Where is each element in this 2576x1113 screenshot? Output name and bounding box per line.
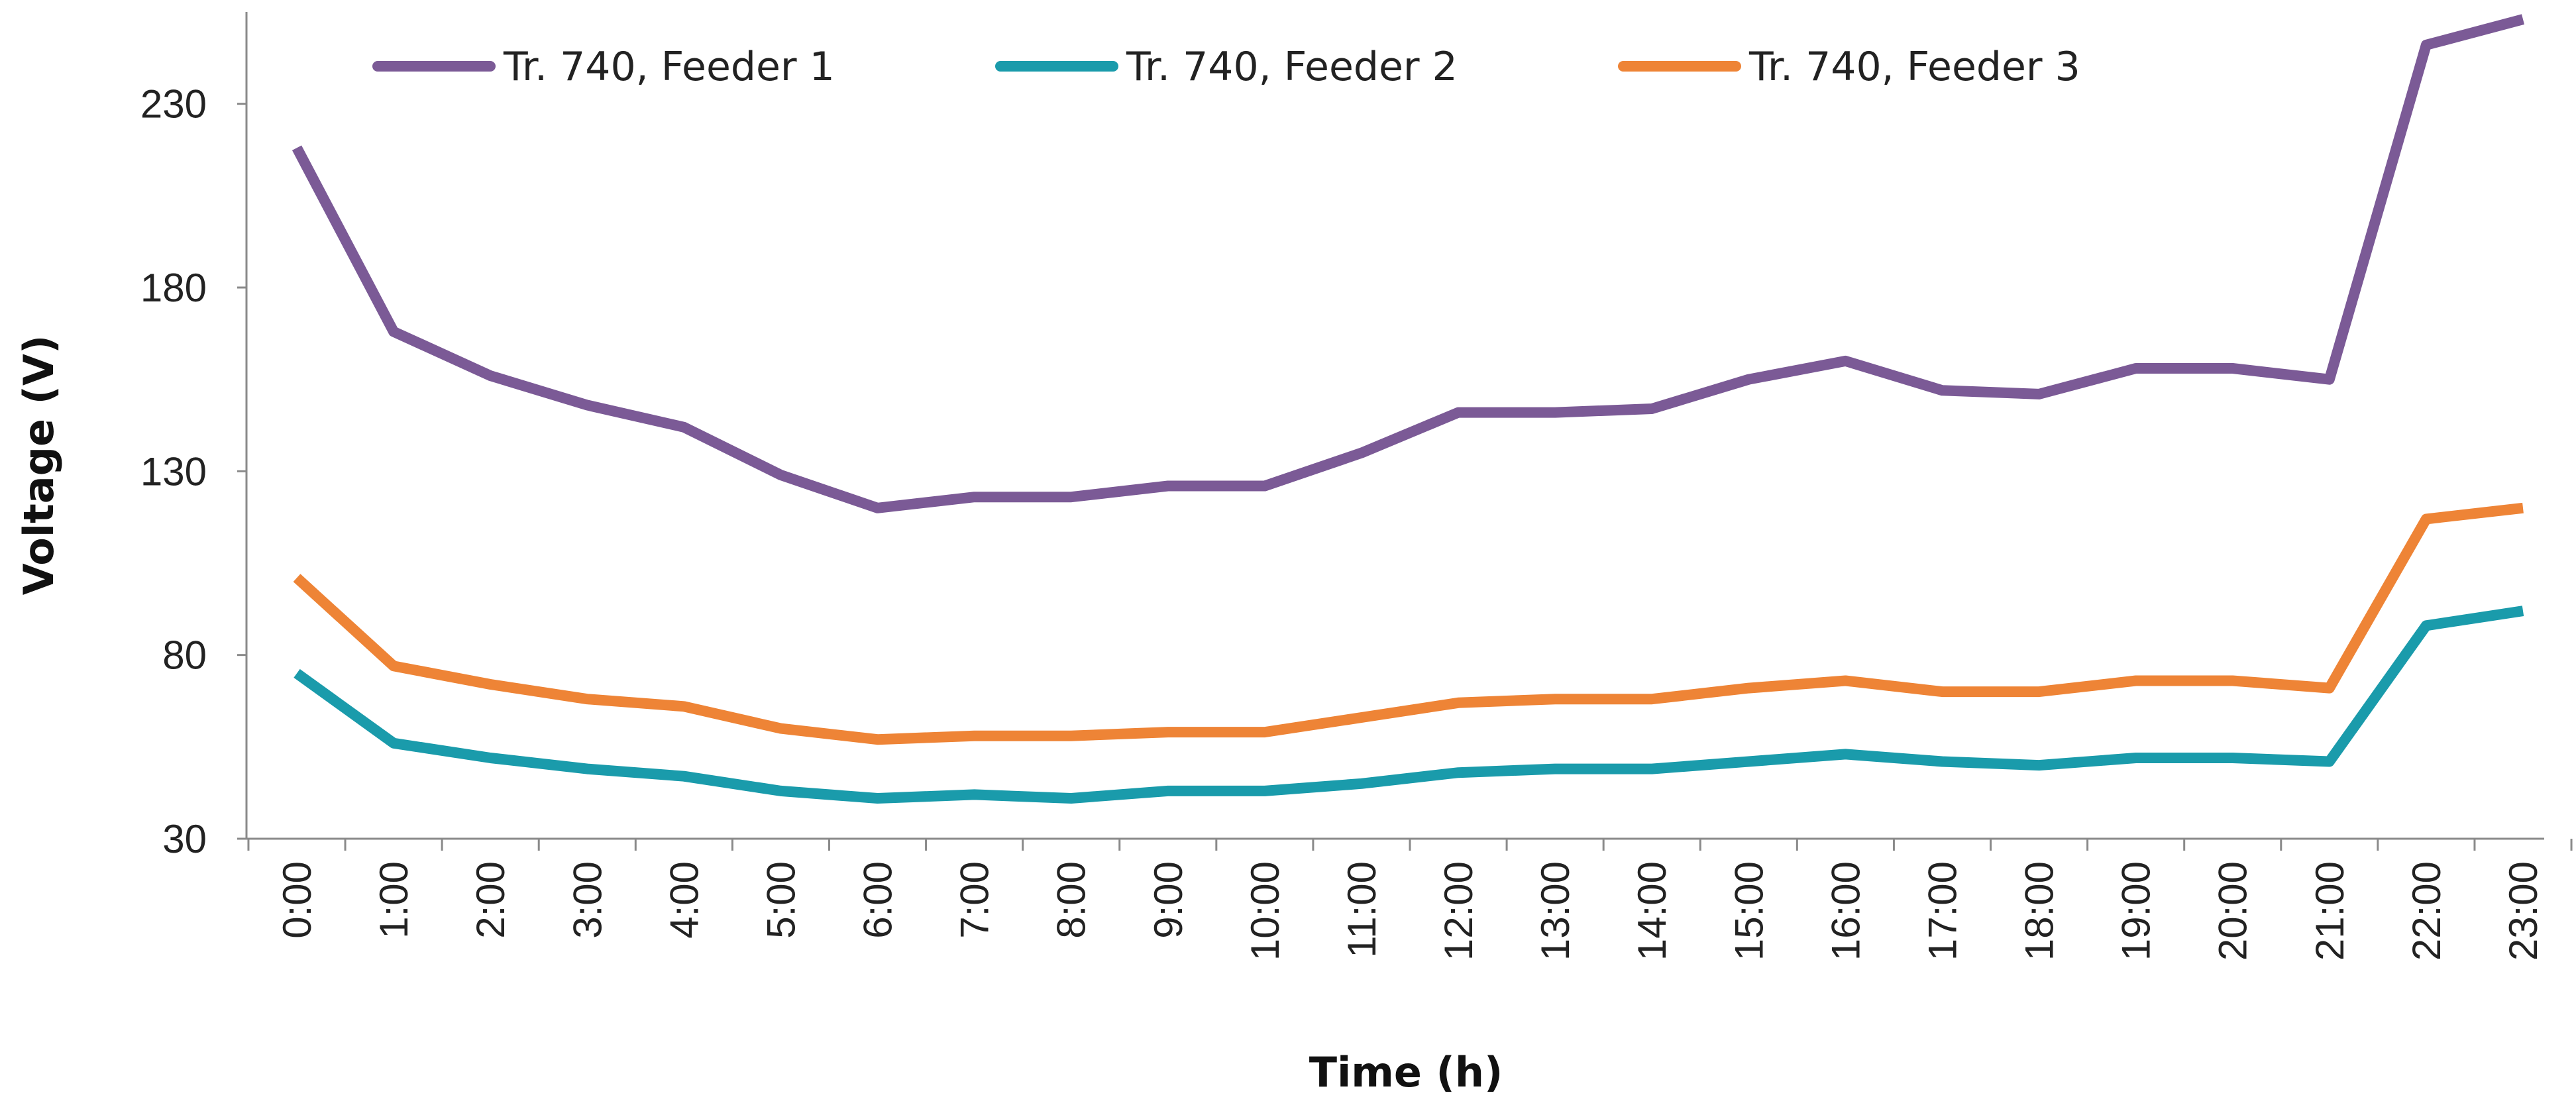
chart-axes	[245, 12, 2544, 840]
x-tick-label: 6:00	[856, 861, 900, 939]
x-tick-label: 17:00	[1920, 861, 1964, 961]
series-line-feeder-1	[292, 14, 2525, 513]
x-tick-label: 4:00	[662, 861, 706, 939]
chart-series	[292, 14, 2525, 804]
y-tick-label: 80	[162, 633, 207, 678]
x-tick-label: 18:00	[2017, 861, 2062, 961]
y-tick-label: 180	[140, 266, 207, 310]
series-line-feeder-2	[294, 606, 2524, 804]
x-tick-label: 2:00	[468, 861, 513, 939]
x-tick-label: 13:00	[1533, 861, 1578, 961]
x-tick-label: 12:00	[1436, 861, 1481, 961]
y-tick-label: 30	[162, 817, 207, 861]
x-tick-label: 10:00	[1243, 861, 1287, 961]
x-tick-label: 11:00	[1340, 861, 1384, 958]
legend-label-feeder-2: Tr. 740, Feeder 2	[1126, 44, 1458, 90]
x-tick-label: 1:00	[372, 861, 416, 939]
x-axis-title: Time (h)	[1309, 1048, 1503, 1096]
x-tick-label: 16:00	[1823, 861, 1868, 961]
x-tick-label: 21:00	[2308, 861, 2352, 961]
x-axis-ticks: 0:00 1:00 2:00 3:00 4:00 5:00 6:00 7:00 8:00 9:00…	[247, 839, 2573, 961]
x-tick-label: 20:00	[2211, 861, 2255, 961]
x-tick-label: 8:00	[1049, 861, 1094, 939]
x-tick-label: 9:00	[1146, 861, 1191, 939]
y-tick-label: 230	[140, 82, 207, 127]
legend-label-feeder-1: Tr. 740, Feeder 1	[503, 44, 835, 90]
y-axis-ticks: 30 80 130 180 230	[140, 82, 246, 861]
chart-legend: Tr. 740, Feeder 1 Tr. 740, Feeder 2 Tr. 74…	[372, 44, 2080, 90]
x-tick-label: 0:00	[275, 861, 319, 939]
x-tick-label: 19:00	[2114, 861, 2159, 961]
legend-label-feeder-3: Tr. 740, Feeder 3	[1748, 44, 2080, 90]
y-tick-label: 130	[140, 449, 207, 494]
x-tick-label: 23:00	[2501, 861, 2546, 961]
x-tick-label: 3:00	[565, 861, 610, 939]
x-tick-label: 7:00	[953, 861, 997, 939]
y-axis-title: Voltage (V)	[15, 335, 63, 596]
x-tick-label: 15:00	[1727, 861, 1771, 961]
series-line-feeder-3	[293, 502, 2524, 745]
x-tick-label: 14:00	[1630, 861, 1674, 961]
x-tick-label: 5:00	[759, 861, 803, 939]
x-tick-label: 22:00	[2404, 861, 2449, 961]
